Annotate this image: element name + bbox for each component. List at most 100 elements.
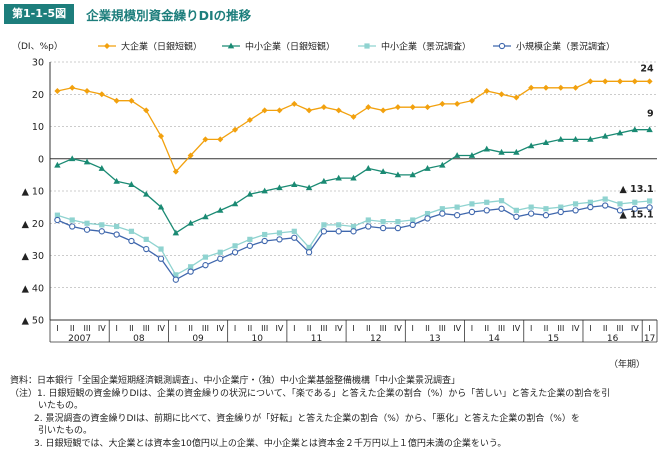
x-tick-label: I xyxy=(471,324,473,333)
notes: 資料：日本銀行「全国企業短期経済観測調査」、中小企業庁・（独）中小企業基盤整備機… xyxy=(10,375,660,450)
data-point xyxy=(395,219,400,224)
data-point xyxy=(336,107,342,113)
data-point xyxy=(484,88,490,94)
x-tick-label: I xyxy=(648,324,650,333)
data-point xyxy=(632,200,637,205)
data-point xyxy=(84,227,89,232)
x-axis-label: （年期） xyxy=(609,358,645,370)
y-tick-label: ▲ 10 xyxy=(22,187,44,198)
x-tick-label: IV xyxy=(394,324,402,333)
data-point xyxy=(410,104,416,110)
data-point xyxy=(158,256,163,261)
data-point xyxy=(321,222,326,227)
data-point xyxy=(262,238,267,243)
x-tick-label: III xyxy=(143,324,150,333)
data-point xyxy=(529,211,534,216)
note-2: 2. 景況調査の資金繰りDIは、前期に比べて、資金繰りが「好転」と答えた企業の割… xyxy=(10,413,660,426)
x-tick-label: II xyxy=(248,324,253,333)
data-point xyxy=(306,107,312,113)
data-point xyxy=(514,214,519,219)
legend-label: 大企業（日銀短観） xyxy=(121,41,202,53)
data-point xyxy=(114,232,119,237)
data-point xyxy=(321,104,327,110)
legend-label: 中小企業（日銀短観） xyxy=(245,41,335,53)
line-chart: （DI、%p） （年期） 大企業（日銀短観）中小企業（日銀短観）中小企業（景況調… xyxy=(0,0,669,375)
data-point xyxy=(455,213,460,218)
x-tick-label: I xyxy=(56,324,58,333)
data-point xyxy=(276,107,282,113)
note-3: 3. 日銀短観では、大企業とは資本金10億円以上の企業、中小企業とは資本金２千万… xyxy=(10,438,660,450)
x-tick-label: III xyxy=(498,324,505,333)
y-tick-label: ▲ 30 xyxy=(22,251,44,262)
data-point xyxy=(439,162,445,168)
data-point xyxy=(365,165,371,171)
data-point xyxy=(70,224,75,229)
series-group xyxy=(54,78,653,282)
data-point xyxy=(218,250,223,255)
y-tick-label: 20 xyxy=(32,90,44,101)
data-point xyxy=(543,85,549,91)
data-point xyxy=(484,146,490,152)
y-tick-label: ▲ 40 xyxy=(22,283,44,294)
data-point xyxy=(366,224,371,229)
x-tick-label: III xyxy=(557,324,564,333)
data-point xyxy=(232,250,237,255)
data-point xyxy=(158,246,163,251)
data-point xyxy=(366,217,371,222)
data-point xyxy=(84,221,89,226)
year-label: 14 xyxy=(488,334,500,344)
data-point xyxy=(218,256,223,261)
data-point xyxy=(602,78,608,84)
end-value-label: 24 xyxy=(640,63,654,74)
x-tick-label: II xyxy=(603,324,608,333)
legend-marker xyxy=(364,43,369,48)
year-label: 15 xyxy=(548,334,559,344)
year-label: 13 xyxy=(429,334,440,344)
data-point xyxy=(484,200,489,205)
year-label: 12 xyxy=(370,334,381,344)
data-point xyxy=(291,101,297,107)
data-point xyxy=(114,224,119,229)
data-point xyxy=(70,217,75,222)
data-point xyxy=(573,201,578,206)
x-tick-label: IV xyxy=(572,324,580,333)
data-point xyxy=(381,225,386,230)
data-point xyxy=(632,78,638,84)
x-tick-label: I xyxy=(293,324,295,333)
y-tick-label: 0 xyxy=(38,154,44,165)
data-point xyxy=(144,246,149,251)
year-label: 09 xyxy=(192,334,204,344)
data-point xyxy=(381,219,386,224)
y-tick-label: 30 xyxy=(32,58,44,69)
data-point xyxy=(439,101,445,107)
data-point xyxy=(84,88,90,94)
x-tick-label: II xyxy=(366,324,371,333)
note-1-cont: いたもの。 xyxy=(10,400,660,413)
end-value-label: ▲ 13.1 xyxy=(620,184,654,195)
x-tick-label: I xyxy=(530,324,532,333)
data-point xyxy=(499,206,504,211)
data-point xyxy=(129,229,134,234)
data-point xyxy=(129,238,134,243)
legend-marker xyxy=(104,43,110,49)
year-label: 11 xyxy=(311,334,322,344)
data-point xyxy=(425,216,430,221)
series-line xyxy=(57,206,649,280)
data-point xyxy=(558,85,564,91)
legend-marker xyxy=(499,43,504,48)
x-tick-label: I xyxy=(589,324,591,333)
data-point xyxy=(543,213,548,218)
year-label: 16 xyxy=(607,334,619,344)
x-tick-label: II xyxy=(484,324,489,333)
data-point xyxy=(247,243,252,248)
data-point xyxy=(410,222,415,227)
x-tick-label: III xyxy=(202,324,209,333)
data-point xyxy=(188,269,193,274)
x-tick-label: III xyxy=(320,324,327,333)
data-point xyxy=(143,191,149,197)
data-point xyxy=(321,229,326,234)
data-point xyxy=(440,211,445,216)
year-label: 08 xyxy=(133,334,145,344)
y-tick-label: ▲ 20 xyxy=(22,219,44,230)
